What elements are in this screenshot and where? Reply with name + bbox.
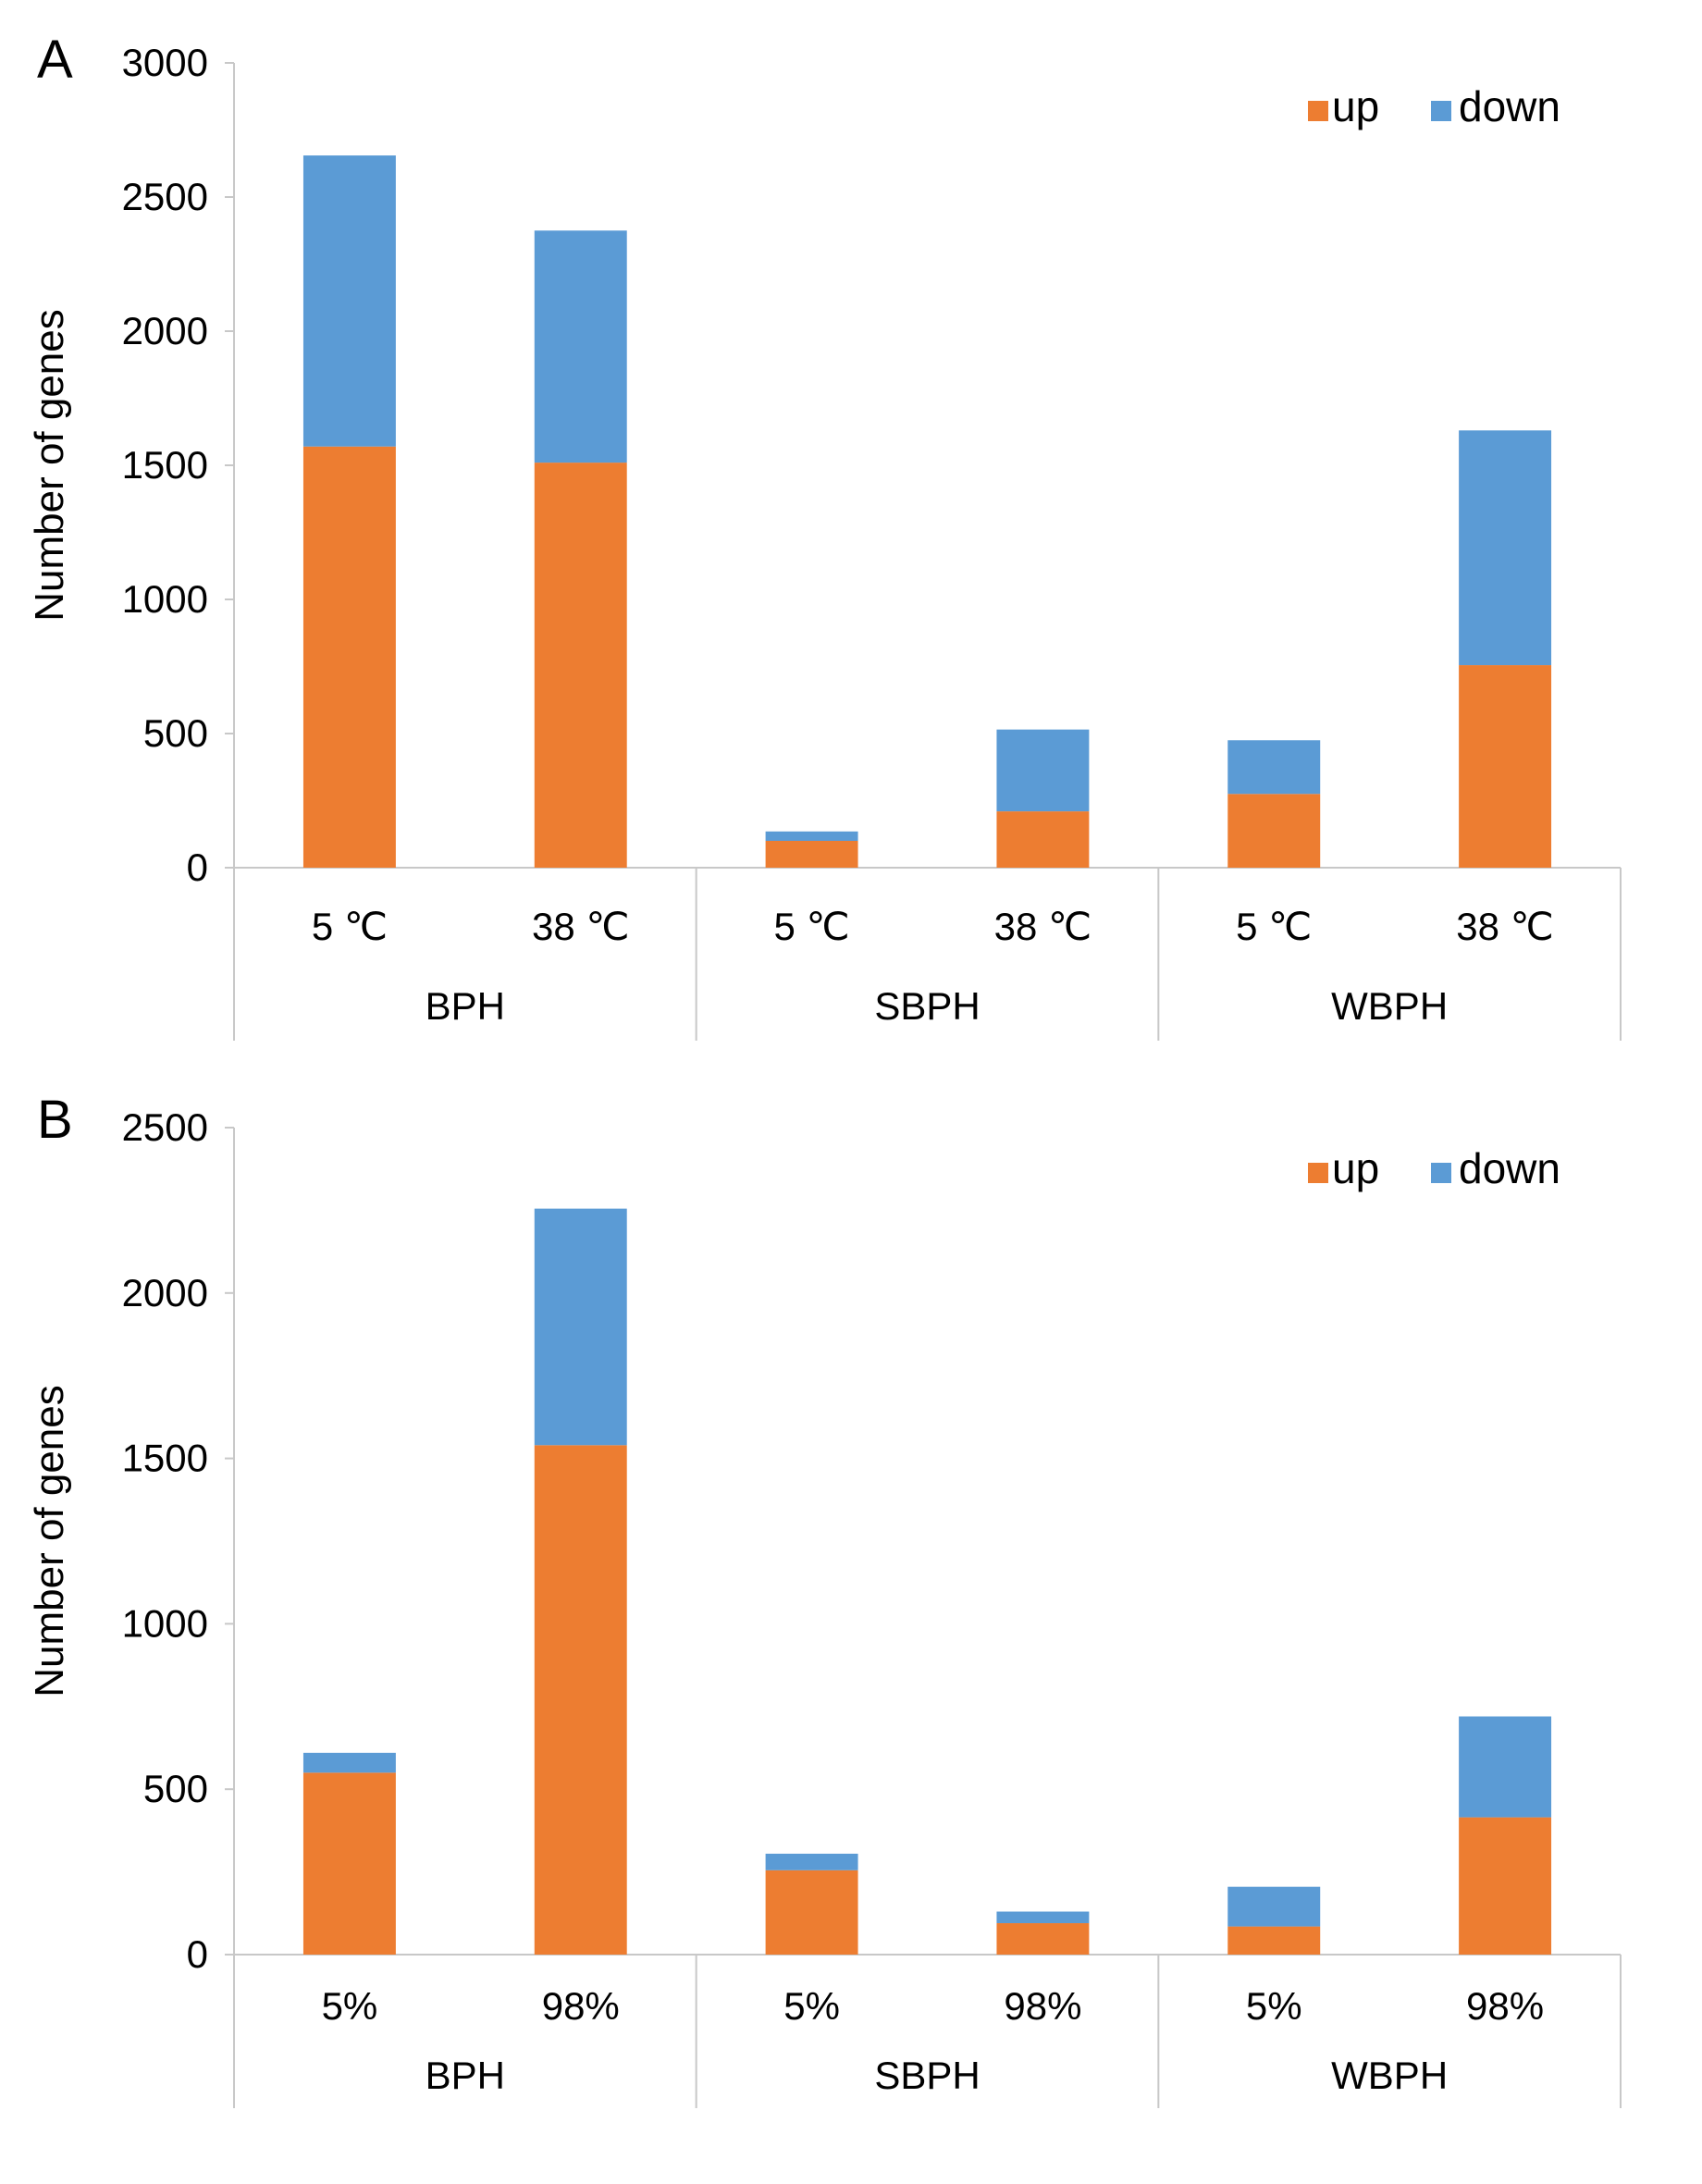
bar-up (1227, 1926, 1321, 1955)
y-tick-label: 1500 (122, 1437, 208, 1480)
y-tick-label: 0 (187, 845, 208, 889)
y-tick-label: 500 (143, 711, 208, 755)
y-tick-label: 2500 (122, 1105, 208, 1149)
y-tick-label: 1500 (122, 443, 208, 487)
category-label: 5 ℃ (773, 905, 849, 948)
panel-letter: A (37, 30, 73, 90)
bar-down (302, 155, 396, 447)
bar-up (1227, 794, 1321, 868)
category-label: 5% (783, 1984, 840, 2028)
bar-up (534, 463, 627, 868)
bar-down (996, 729, 1090, 812)
bar-down (534, 230, 627, 463)
group-label: SBPH (874, 984, 980, 1028)
y-tick-label: 2000 (122, 309, 208, 352)
group-label: SBPH (874, 2054, 980, 2097)
group-label: BPH (426, 984, 505, 1028)
category-label: 38 ℃ (994, 905, 1092, 948)
bar-down (1227, 1886, 1321, 1927)
bar-down (1227, 740, 1321, 795)
bar-up (996, 811, 1090, 868)
legend-label-up: up (1332, 1144, 1379, 1192)
y-axis-title: Number of genes (27, 1385, 72, 1697)
y-tick-label: 1000 (122, 1601, 208, 1645)
y-tick-label: 2000 (122, 1271, 208, 1314)
legend-swatch-up (1308, 101, 1328, 121)
bar-down (765, 831, 858, 841)
y-tick-label: 3000 (122, 41, 208, 84)
chart-panel-a: A 0 500 1000 1500 2000 2500 3000 Number of genes… (27, 30, 1622, 1041)
y-tick-label: 500 (143, 1767, 208, 1810)
group-label: BPH (426, 2054, 505, 2097)
category-label: 98% (1004, 1984, 1081, 2028)
bar-down (1459, 1716, 1552, 1818)
bar-up (1459, 665, 1552, 868)
category-label: 98% (1466, 1984, 1544, 2028)
bar-up (765, 1869, 858, 1955)
group-label: WBPH (1331, 2054, 1448, 2097)
category-label: 5 ℃ (1236, 905, 1312, 948)
category-label: 5 ℃ (312, 905, 388, 948)
legend-label-down: down (1459, 82, 1560, 130)
bar-down (1459, 430, 1552, 666)
bar-down (996, 1911, 1090, 1924)
bar-down (765, 1853, 858, 1870)
category-label: 5% (322, 1984, 378, 2028)
legend-swatch-down (1431, 101, 1451, 121)
legend-swatch-up (1308, 1163, 1328, 1183)
bar-down (534, 1208, 627, 1446)
legend-label-down: down (1459, 1144, 1560, 1192)
bar-up (996, 1923, 1090, 1955)
legend-swatch-down (1431, 1163, 1451, 1183)
bar-up (765, 841, 858, 868)
chart-panel-b: B 0 500 1000 1500 2000 2500 Number of genes BPH S… (27, 1090, 1622, 2108)
legend-label-up: up (1332, 82, 1379, 130)
bar-down (302, 1752, 396, 1773)
y-axis-title: Number of genes (27, 309, 72, 622)
category-label: 98% (542, 1984, 620, 2028)
y-tick-label: 0 (187, 1932, 208, 1976)
bar-up (1459, 1817, 1552, 1955)
category-label: 38 ℃ (1456, 905, 1554, 948)
y-tick-label: 1000 (122, 577, 208, 621)
category-label: 5% (1246, 1984, 1302, 2028)
bar-up (302, 446, 396, 868)
category-label: 38 ℃ (532, 905, 630, 948)
bar-up (534, 1445, 627, 1955)
panel-letter: B (37, 1090, 73, 1150)
bar-up (302, 1772, 396, 1955)
group-label: WBPH (1331, 984, 1448, 1028)
y-tick-label: 2500 (122, 175, 208, 218)
